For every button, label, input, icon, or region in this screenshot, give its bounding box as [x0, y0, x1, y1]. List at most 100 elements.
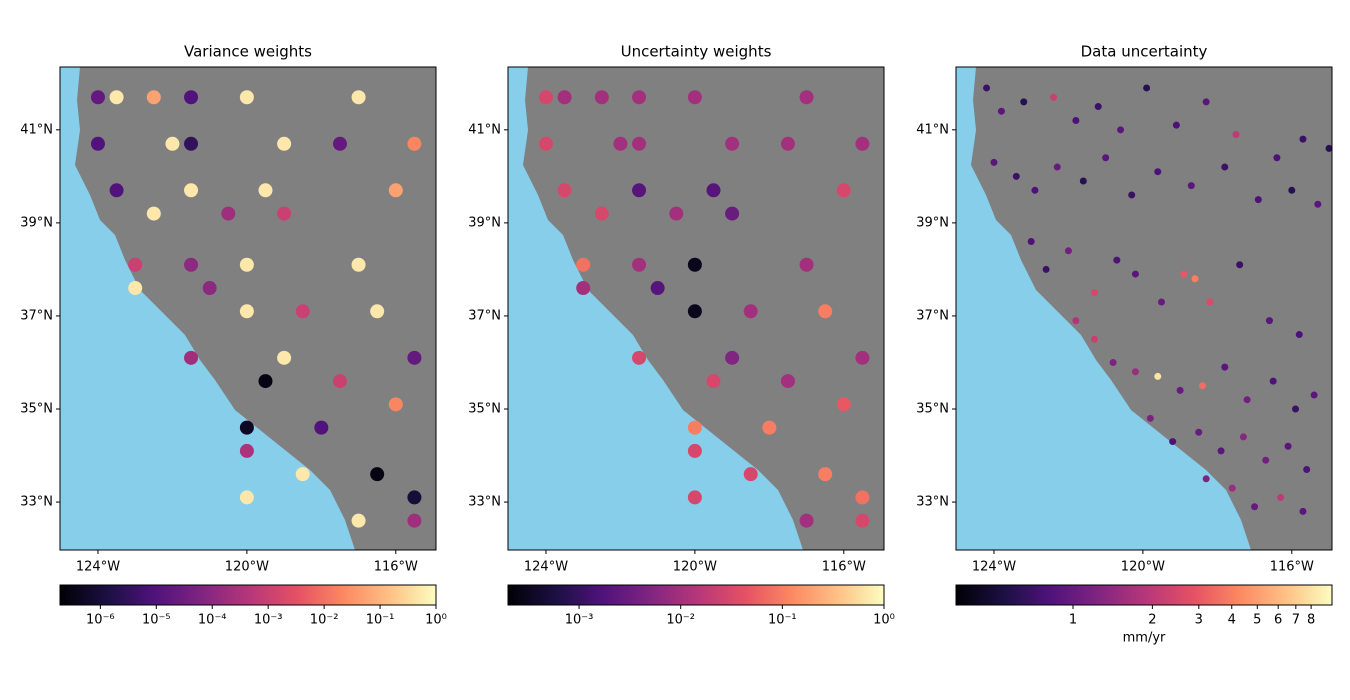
- data-point: [351, 513, 366, 528]
- panels: Variance weights 124°W 120°W 116°W 33°N 35°N 3…: [20, 43, 1333, 646]
- data-point: [632, 136, 647, 151]
- colorbar-tick-label: 10⁰: [873, 613, 895, 628]
- data-point: [332, 374, 347, 389]
- data-point: [1221, 363, 1229, 371]
- data-point: [743, 467, 758, 482]
- data-point: [1217, 447, 1225, 455]
- data-point: [1131, 270, 1139, 278]
- data-point: [687, 420, 702, 435]
- y-tick-label: 41°N: [916, 122, 949, 137]
- data-point: [1090, 289, 1098, 297]
- x-tick-label: 116°W: [1270, 560, 1314, 575]
- data-point: [1187, 182, 1195, 190]
- data-point: [239, 420, 254, 435]
- x-tick-label: 120°W: [1121, 560, 1165, 575]
- data-point: [1265, 317, 1273, 325]
- data-point: [594, 90, 609, 105]
- data-point: [1325, 144, 1333, 152]
- colorbar-tick-label: 10⁻⁵: [142, 613, 171, 628]
- y-tick-label: 35°N: [20, 402, 53, 417]
- data-point: [687, 443, 702, 458]
- data-point: [1262, 456, 1270, 464]
- data-point: [407, 136, 422, 151]
- data-point: [706, 183, 721, 198]
- data-point: [1295, 331, 1303, 339]
- data-point: [1090, 335, 1098, 343]
- data-point: [239, 257, 254, 272]
- y-tick-label: 37°N: [916, 308, 949, 323]
- colorbar-label: mm/yr: [1123, 631, 1166, 646]
- data-point: [1239, 433, 1247, 441]
- data-point: [836, 183, 851, 198]
- data-point: [650, 281, 665, 296]
- data-point: [1195, 428, 1203, 436]
- data-point: [1191, 275, 1199, 283]
- data-point: [1020, 98, 1028, 106]
- colorbar-tick-label: 10⁻⁶: [86, 613, 115, 628]
- y-tick-label: 39°N: [468, 215, 501, 230]
- data-point: [855, 513, 870, 528]
- data-point: [762, 420, 777, 435]
- data-point: [1232, 130, 1240, 138]
- data-point: [855, 136, 870, 151]
- data-point: [239, 443, 254, 458]
- colorbar-tick-label: 4: [1228, 613, 1236, 628]
- x-tick-label: 120°W: [225, 560, 269, 575]
- data-point: [725, 206, 740, 221]
- data-point: [1202, 475, 1210, 483]
- colorbar-tick-label: 10⁻¹: [768, 613, 797, 628]
- data-point: [165, 136, 180, 151]
- data-point: [1027, 237, 1035, 245]
- data-point: [239, 90, 254, 105]
- data-point: [780, 136, 795, 151]
- colorbar-tick-label: 6: [1274, 613, 1282, 628]
- data-point: [184, 136, 199, 151]
- colorbar-tick-label: 10⁰: [425, 613, 447, 628]
- data-point: [557, 90, 572, 105]
- data-point: [1131, 368, 1139, 376]
- data-point: [632, 183, 647, 198]
- data-point: [818, 304, 833, 319]
- data-point: [1053, 163, 1061, 171]
- data-point: [818, 467, 833, 482]
- x-tick-label: 124°W: [76, 560, 120, 575]
- data-point: [388, 397, 403, 412]
- data-point: [983, 84, 991, 92]
- data-point: [687, 257, 702, 272]
- data-point: [632, 90, 647, 105]
- data-point: [1292, 405, 1300, 413]
- data-point: [1031, 186, 1039, 194]
- data-point: [239, 304, 254, 319]
- data-point: [1072, 317, 1080, 325]
- data-point: [1254, 196, 1262, 204]
- data-point: [1198, 382, 1206, 390]
- data-point: [538, 90, 553, 105]
- x-tick-label: 124°W: [524, 560, 568, 575]
- panel-title: Variance weights: [184, 43, 312, 61]
- x-tick-label: 116°W: [374, 560, 418, 575]
- panel-title: Data uncertainty: [1081, 43, 1208, 61]
- data-point: [277, 206, 292, 221]
- data-point: [1154, 372, 1162, 380]
- colorbar-tick-label: 3: [1195, 613, 1203, 628]
- data-point: [725, 350, 740, 365]
- data-point: [90, 90, 105, 105]
- data-point: [1143, 84, 1151, 92]
- data-point: [1243, 396, 1251, 404]
- data-point: [128, 257, 143, 272]
- data-point: [1113, 256, 1121, 264]
- data-point: [557, 183, 572, 198]
- data-point: [146, 90, 161, 105]
- data-point: [1176, 386, 1184, 394]
- data-point: [109, 90, 124, 105]
- map-panel: Variance weights 124°W 120°W 116°W 33°N 35°N 3…: [20, 43, 447, 628]
- data-point: [332, 136, 347, 151]
- data-point: [669, 206, 684, 221]
- x-tick-label: 124°W: [972, 560, 1016, 575]
- data-point: [1310, 391, 1318, 399]
- colorbar-tick-label: 10⁻²: [666, 613, 695, 628]
- y-tick-label: 37°N: [468, 308, 501, 323]
- data-point: [780, 374, 795, 389]
- data-point: [1180, 270, 1188, 278]
